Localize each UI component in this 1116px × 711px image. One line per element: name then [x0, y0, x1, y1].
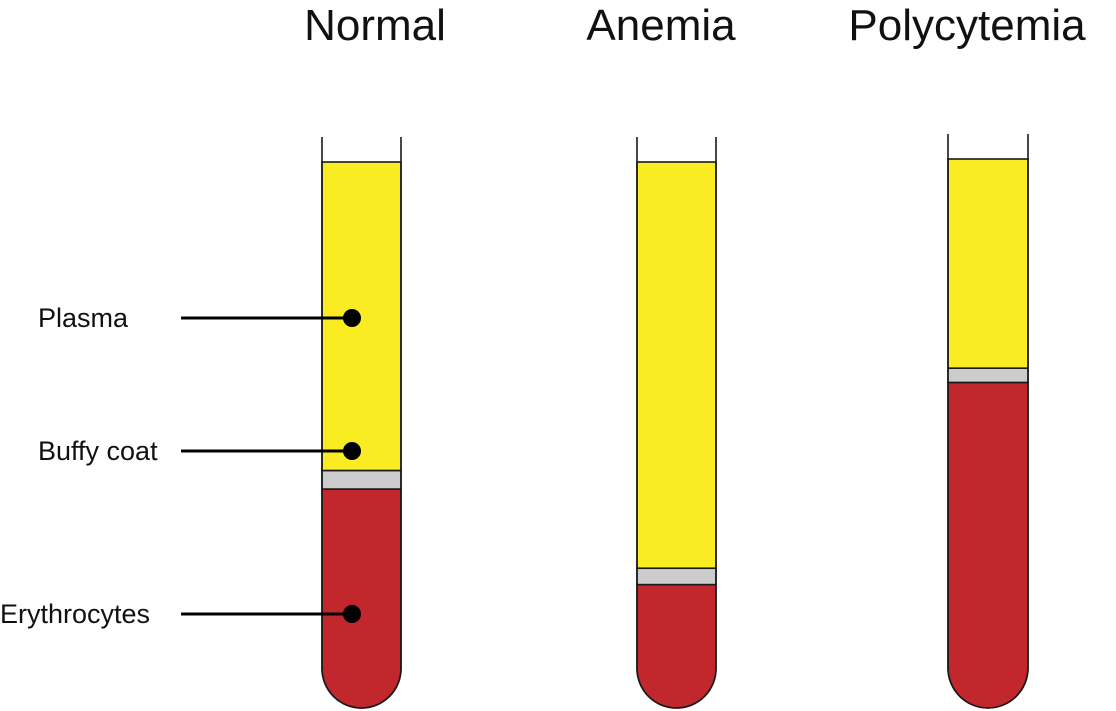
tube-normal-buffy-coat: [321, 469, 402, 490]
tube-anemia-plasma: [636, 161, 717, 570]
tube-normal-erythrocytes: [321, 488, 402, 709]
erythrocytes-callout: Erythrocytes: [0, 599, 361, 629]
tube-normal-outline: [321, 137, 402, 709]
tube-normal: [321, 137, 402, 709]
tube-polycytemia-outline: [947, 134, 1029, 709]
plasma-marker-dot: [343, 309, 361, 327]
tube-polycytemia: [947, 134, 1029, 709]
buffy-coat-callout: Buffy coat: [38, 436, 361, 466]
tube-polycytemia-plasma: [947, 158, 1029, 369]
plasma-label: Plasma: [38, 303, 129, 333]
plasma-callout: Plasma: [38, 303, 361, 333]
tube-anemia: [636, 137, 717, 709]
buffy-coat-label: Buffy coat: [38, 436, 158, 466]
tube-normal-plasma: [321, 161, 402, 472]
tube-anemia-erythrocytes: [636, 583, 717, 709]
tube-polycytemia-buffy-coat: [947, 367, 1029, 384]
erythrocytes-label: Erythrocytes: [0, 599, 150, 629]
tube-title-anemia: Anemia: [586, 1, 736, 50]
tube-title-normal: Normal: [304, 1, 446, 50]
tube-polycytemia-erythrocytes: [947, 381, 1029, 709]
buffy-coat-marker-dot: [343, 442, 361, 460]
tube-anemia-buffy-coat: [636, 567, 717, 586]
tube-title-polycytemia: Polycytemia: [848, 1, 1086, 50]
erythrocytes-marker-dot: [343, 605, 361, 623]
tube-anemia-outline: [636, 137, 717, 709]
